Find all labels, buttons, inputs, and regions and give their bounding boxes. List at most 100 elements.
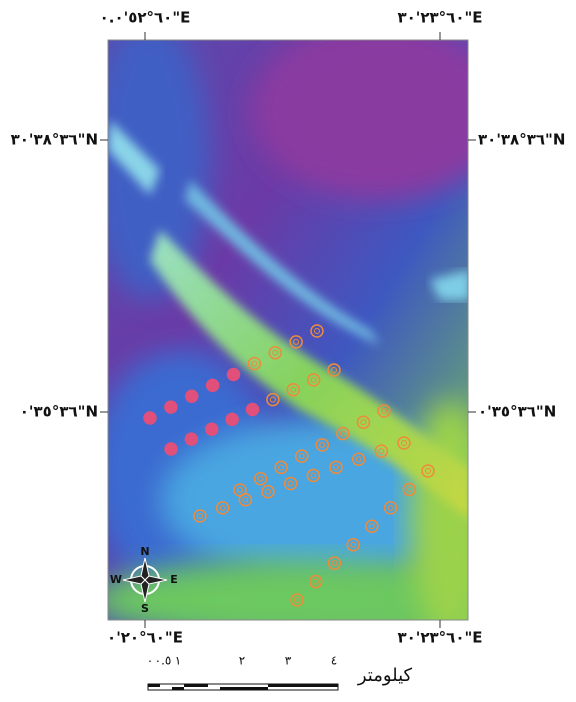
station-marker-core	[425, 468, 431, 474]
station-marker	[215, 501, 230, 515]
left-label: ٣٦°٣٥'٠"N	[20, 403, 98, 421]
station-marker-core	[378, 448, 385, 455]
station-marker	[308, 574, 323, 589]
station-marker-core	[294, 597, 300, 603]
station-marker-core	[257, 475, 264, 482]
station-marker	[261, 484, 275, 499]
station-marker	[310, 324, 324, 338]
station-marker	[283, 476, 298, 491]
station-marker-core	[387, 504, 394, 511]
scale-bar	[147, 683, 339, 691]
compass-west: W	[110, 573, 122, 586]
station-marker	[306, 373, 321, 387]
station-marker-core	[319, 441, 326, 448]
station-marker	[402, 482, 417, 497]
station-marker	[143, 411, 157, 425]
station-marker-core	[251, 360, 258, 367]
station-marker-core	[331, 367, 337, 373]
station-marker-core	[406, 486, 413, 493]
station-marker	[315, 438, 330, 452]
station-marker-core	[355, 456, 362, 463]
station-marker-core	[219, 504, 226, 511]
station-marker-core	[401, 440, 407, 446]
station-marker-core	[360, 419, 367, 426]
station-marker	[294, 449, 309, 463]
station-marker-core	[298, 453, 305, 460]
station-marker	[205, 378, 220, 393]
station-marker	[336, 426, 350, 441]
station-marker-core	[381, 408, 387, 414]
station-marker	[238, 493, 253, 507]
station-marker-core	[272, 349, 279, 356]
left-label: ٣٦°٣٨'٣٠"N	[11, 131, 98, 149]
scale-tick-label: ١	[175, 654, 181, 668]
bottom-label: ٦٠°٢٣'٣٠"E	[397, 629, 482, 647]
station-marker	[253, 471, 268, 486]
station-marker	[421, 464, 435, 478]
station-marker-core	[310, 376, 317, 383]
station-marker	[329, 460, 343, 475]
station-marker	[351, 452, 366, 466]
station-marker	[185, 389, 199, 403]
station-marker	[327, 363, 341, 377]
station-marker	[245, 402, 260, 417]
station-marker-core	[339, 430, 346, 437]
station-marker-core	[333, 464, 339, 471]
compass: N E S W	[110, 545, 178, 615]
top-label: ٦٠°٥٢'٠.٠"E	[100, 9, 191, 27]
station-marker	[346, 537, 360, 552]
station-marker	[184, 432, 199, 446]
station-marker	[289, 335, 303, 349]
station-marker-core	[278, 464, 285, 471]
scale-tick-label: ٠	[147, 654, 153, 668]
station-marker-core	[314, 328, 320, 334]
station-marker	[374, 444, 389, 458]
elevation-map	[108, 40, 468, 620]
scale-tick-label: ٣	[285, 654, 292, 668]
station-marker-core	[290, 386, 297, 393]
station-marker-core	[350, 541, 357, 548]
station-marker-core	[197, 513, 203, 519]
right-label: ٣٦°٣٥'٠"N	[478, 403, 556, 421]
station-marker	[205, 422, 219, 436]
station-marker-core	[287, 480, 294, 487]
station-marker	[356, 415, 371, 430]
station-marker	[266, 392, 280, 407]
scale-tick-label: ٤	[331, 654, 337, 668]
station-marker	[193, 509, 207, 523]
station-marker-core	[331, 560, 338, 567]
map-frame	[107, 39, 469, 621]
station-marker	[286, 383, 300, 397]
station-marker	[268, 346, 282, 360]
station-marker-core	[293, 338, 300, 345]
station-marker-core	[312, 578, 319, 585]
station-marker-core	[237, 487, 243, 493]
station-marker	[306, 468, 321, 483]
station-marker	[164, 442, 178, 456]
right-label: ٣٦°٣٨'٣٠"N	[478, 131, 565, 149]
station-marker	[164, 400, 178, 414]
station-marker	[365, 519, 379, 534]
compass-east: E	[170, 573, 178, 586]
compass-south: S	[141, 602, 149, 615]
station-marker	[225, 412, 239, 427]
station-marker-core	[269, 396, 276, 403]
station-marker	[377, 404, 391, 418]
station-marker	[290, 593, 304, 607]
station-marker	[274, 460, 288, 475]
frame-ticks	[100, 32, 476, 628]
bottom-label: ٦٠°٢٠'٠"E	[107, 629, 183, 647]
station-marker-core	[265, 488, 271, 495]
station-marker	[383, 501, 398, 515]
compass-north: N	[140, 545, 149, 558]
station-marker	[327, 556, 342, 570]
station-marker	[226, 367, 241, 382]
station-marker	[247, 356, 262, 371]
station-marker	[397, 436, 411, 450]
station-marker-core	[242, 496, 249, 503]
top-label: ٦٠°٢٣'٣٠"E	[397, 9, 482, 27]
scale-tick-label: ٢	[239, 654, 245, 668]
station-marker-core	[368, 523, 375, 530]
